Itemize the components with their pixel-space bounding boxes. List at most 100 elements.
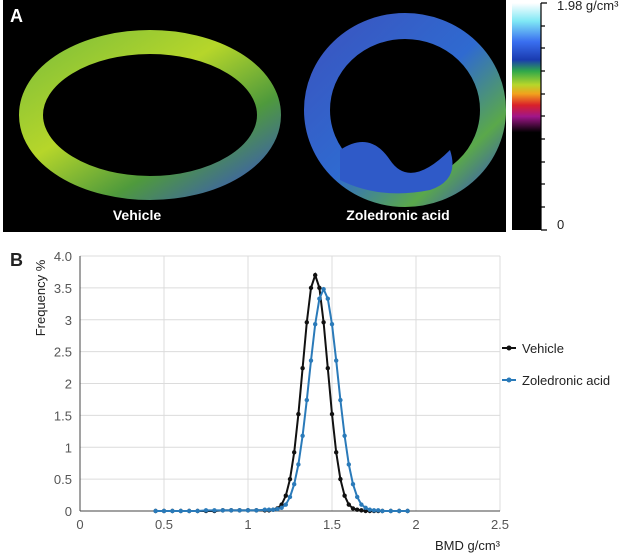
data-point	[220, 508, 225, 513]
data-point	[279, 505, 284, 511]
data-point	[334, 450, 339, 455]
y-tick-label: 3.5	[54, 281, 72, 296]
data-point	[245, 508, 251, 513]
data-point	[329, 322, 335, 327]
data-point	[308, 285, 314, 291]
y-axis-title: Frequency %	[33, 259, 48, 336]
data-point	[275, 506, 280, 512]
data-point	[342, 493, 347, 498]
x-axis-title: BMD g/cm³	[435, 538, 501, 553]
data-point	[254, 508, 259, 513]
data-point	[296, 411, 301, 417]
legend-label: Zoledronic acid	[522, 373, 610, 388]
data-point	[292, 450, 297, 455]
data-point	[237, 508, 242, 513]
panel-label: B	[10, 250, 23, 270]
data-point	[187, 508, 192, 514]
trabecular-bone	[340, 142, 453, 194]
data-point	[161, 508, 167, 514]
data-point	[308, 358, 314, 363]
data-point	[334, 358, 339, 363]
image-label: Zoledronic acid	[346, 207, 449, 223]
data-point	[359, 508, 364, 513]
x-tick-label: 0	[76, 517, 83, 532]
data-point	[287, 494, 293, 500]
data-point	[266, 507, 272, 512]
legend-label: Vehicle	[522, 341, 564, 356]
data-point	[380, 508, 385, 514]
data-point	[283, 502, 288, 507]
x-tick-label: 1	[244, 517, 251, 532]
data-point	[317, 285, 322, 291]
data-point	[296, 462, 301, 467]
data-point	[292, 482, 297, 487]
data-point	[321, 286, 326, 292]
data-point	[271, 507, 276, 512]
data-point	[317, 296, 322, 301]
data-point	[178, 508, 183, 514]
y-tick-label: 4.0	[54, 249, 72, 264]
data-point	[371, 508, 377, 513]
y-tick-label: 1	[65, 440, 72, 455]
colorbar-min-label: 0	[557, 217, 564, 232]
data-point	[355, 507, 360, 512]
zoledronic-bone	[304, 13, 506, 207]
y-tick-label: 3	[65, 313, 72, 328]
data-point	[313, 322, 318, 327]
y-tick-label: 2	[65, 377, 72, 392]
data-point	[329, 411, 335, 417]
data-point	[338, 476, 343, 482]
vehicle-bone	[19, 30, 281, 200]
data-point	[355, 494, 360, 500]
data-point	[350, 482, 356, 487]
data-point	[153, 508, 158, 514]
y-tick-label: 0.5	[54, 472, 72, 487]
data-point	[325, 366, 330, 371]
y-tick-label: 2.5	[54, 345, 72, 360]
data-point	[405, 508, 410, 514]
legend-marker	[506, 377, 512, 383]
data-point	[304, 320, 309, 325]
data-point	[325, 296, 330, 301]
data-point	[359, 502, 364, 507]
y-tick-label: 1.5	[54, 408, 72, 423]
x-tick-label: 2.5	[491, 517, 509, 532]
colorbar-max-label: 1.98 g/cm³	[557, 0, 619, 13]
data-point	[170, 508, 175, 514]
data-point	[283, 493, 288, 498]
series-line	[155, 271, 408, 512]
data-point	[262, 507, 267, 512]
data-point	[300, 366, 305, 371]
data-point	[195, 508, 200, 514]
data-point	[350, 506, 356, 511]
data-point	[287, 476, 293, 482]
colorbar-ticks	[540, 2, 547, 231]
data-point	[397, 508, 402, 514]
data-point	[338, 397, 343, 403]
x-tick-label: 1.5	[323, 517, 341, 532]
data-point	[321, 320, 326, 325]
y-tick-label: 0	[65, 504, 72, 519]
x-tick-label: 0.5	[155, 517, 173, 532]
data-point	[388, 508, 393, 514]
data-point	[300, 433, 305, 438]
data-point	[212, 508, 217, 513]
data-point	[203, 508, 209, 513]
data-point	[363, 508, 368, 514]
series-line	[155, 286, 408, 512]
data-point	[376, 508, 381, 513]
panel-label: A	[10, 6, 23, 26]
data-point	[313, 272, 318, 278]
panel-a: A Vehicle Zoledronic acid 1.98 g/cm³ 0	[3, 0, 619, 232]
colorbar	[512, 3, 541, 230]
data-point	[367, 507, 372, 512]
data-point	[342, 433, 347, 438]
data-point	[346, 462, 351, 467]
data-point	[346, 502, 351, 507]
image-label: Vehicle	[113, 207, 161, 223]
data-point	[229, 508, 234, 513]
data-point	[304, 397, 309, 403]
x-tick-label: 2	[412, 517, 419, 532]
